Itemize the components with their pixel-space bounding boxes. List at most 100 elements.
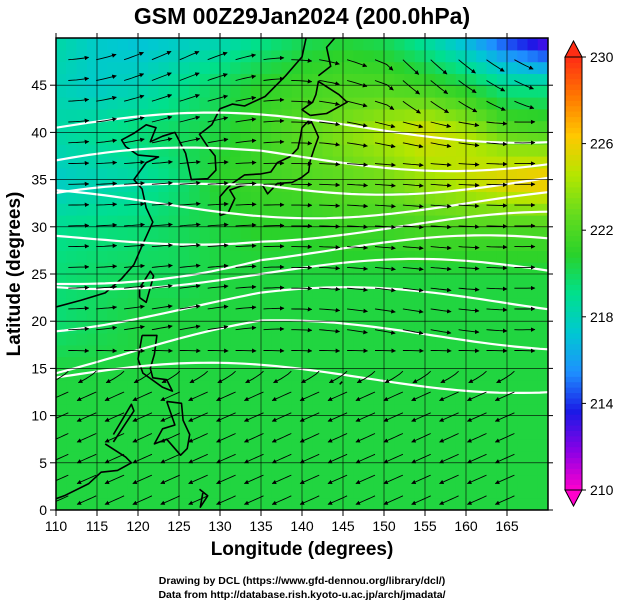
- heatmap-cell: [148, 427, 160, 440]
- heatmap-cell: [486, 274, 498, 287]
- wind-arrow: [430, 162, 452, 168]
- heatmap-cell: [138, 226, 149, 240]
- heatmap-cell: [343, 226, 354, 240]
- heatmap-cell: [476, 356, 488, 369]
- wind-arrow: [207, 201, 229, 207]
- heatmap-cell: [373, 179, 385, 192]
- wind-arrow: [411, 391, 431, 402]
- heatmap-cell: [527, 120, 539, 133]
- heatmap-cell: [384, 97, 395, 110]
- heatmap-cell: [486, 156, 498, 169]
- heatmap-cell: [435, 120, 447, 133]
- heatmap-cell: [168, 120, 180, 133]
- heatmap-cell: [435, 403, 447, 417]
- heatmap-cell: [281, 108, 293, 122]
- wind-arrow: [216, 412, 236, 422]
- heatmap-cell: [373, 120, 385, 133]
- heatmap-cell: [363, 120, 375, 133]
- heatmap-cell: [138, 427, 149, 440]
- heatmap-cell: [86, 297, 98, 310]
- heatmap-cell: [271, 238, 283, 251]
- heatmap-cell: [189, 120, 201, 133]
- heatmap-cell: [261, 368, 272, 381]
- heatmap-cell: [425, 498, 436, 510]
- heatmap-cell: [179, 403, 190, 417]
- heatmap-cell: [332, 415, 344, 428]
- heatmap-cell: [384, 238, 395, 251]
- wind-arrow: [402, 245, 424, 251]
- heatmap-cell: [66, 356, 78, 369]
- heatmap-cell: [179, 380, 190, 393]
- heatmap-cell: [179, 179, 190, 192]
- heatmap-cell: [66, 73, 78, 86]
- y-tick-label: 40: [31, 124, 47, 140]
- heatmap-cell: [496, 73, 508, 86]
- colorbar-segment: [565, 176, 582, 182]
- heatmap-cell: [486, 97, 498, 110]
- heatmap-cell: [158, 250, 170, 263]
- colorbar-min-triangle: [564, 489, 583, 508]
- colorbar-segment: [565, 192, 582, 199]
- wind-arrow: [124, 324, 145, 331]
- heatmap-cell: [117, 368, 129, 381]
- heatmap-cell: [127, 427, 139, 440]
- heatmap-cell: [281, 132, 293, 145]
- wind-arrow: [486, 100, 506, 111]
- heatmap-cell: [107, 167, 119, 181]
- wind-arrow: [347, 245, 369, 250]
- heatmap-cell: [97, 427, 108, 440]
- heatmap-cell: [250, 85, 262, 98]
- wind-arrow: [486, 121, 508, 126]
- heatmap-cell: [168, 156, 180, 169]
- heatmap-cell: [148, 144, 160, 157]
- heatmap-cell: [86, 486, 98, 499]
- colorbar-segment: [565, 468, 582, 475]
- heatmap-cell: [353, 49, 365, 63]
- heatmap-cell: [199, 215, 211, 228]
- heatmap-cell: [353, 108, 365, 122]
- heatmap-cell: [414, 191, 426, 204]
- heatmap-cell: [199, 38, 211, 51]
- wind-arrow: [299, 495, 320, 505]
- wind-arrow: [327, 453, 348, 464]
- wind-arrow: [124, 304, 145, 310]
- heatmap-cell: [363, 132, 375, 145]
- heatmap-cell: [537, 144, 548, 157]
- heatmap-cell: [76, 38, 88, 51]
- heatmap-cell: [250, 333, 262, 346]
- heatmap-cell: [138, 297, 149, 310]
- heatmap-cell: [332, 144, 344, 157]
- heatmap-cell: [404, 439, 416, 452]
- wind-arrow: [411, 433, 431, 443]
- wind-arrow: [124, 284, 145, 289]
- heatmap-cell: [127, 297, 139, 310]
- heatmap-cell: [86, 344, 98, 358]
- heatmap-cell: [76, 61, 88, 74]
- y-tick-label: 30: [31, 219, 47, 235]
- heatmap-cell: [261, 344, 272, 358]
- heatmap-cell: [250, 274, 262, 287]
- heatmap-cell: [486, 427, 498, 440]
- heatmap-cell: [394, 474, 406, 487]
- heatmap-cell: [66, 451, 78, 464]
- heatmap-cell: [322, 285, 334, 299]
- heatmap-cell: [363, 73, 375, 86]
- heatmap-cell: [435, 97, 447, 110]
- heatmap-cell: [476, 344, 488, 358]
- heatmap-cell: [537, 85, 548, 98]
- heatmap-cell: [261, 356, 272, 369]
- heatmap-cell: [312, 85, 324, 98]
- heatmap-cell: [271, 285, 283, 299]
- heatmap-cell: [76, 333, 88, 346]
- wind-arrow: [402, 287, 424, 293]
- wind-arrow: [104, 433, 125, 443]
- heatmap-cell: [76, 238, 88, 251]
- heatmap-cell: [199, 439, 211, 452]
- heatmap-cell: [107, 474, 119, 487]
- heatmap-cell: [343, 120, 354, 133]
- heatmap-cell: [496, 238, 508, 251]
- coastline: [56, 443, 133, 500]
- heatmap-cell: [445, 108, 457, 122]
- heatmap-cell: [476, 191, 488, 204]
